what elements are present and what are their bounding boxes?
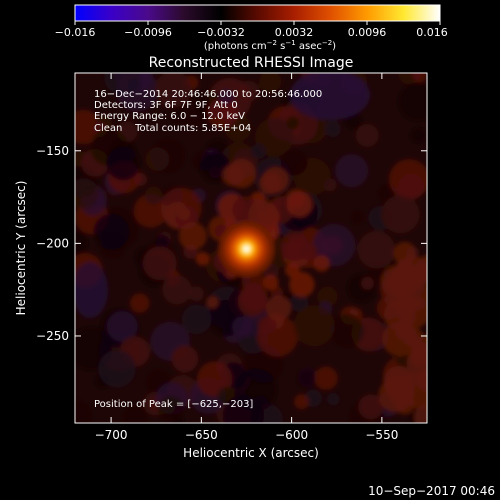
colorbar-unit-label: (photons cm−2 s−1 asec−2) — [204, 39, 336, 52]
x-axis-ticks: −700 −650 −600 −550 — [95, 73, 398, 442]
x-tick-label: −550 — [365, 428, 398, 442]
energy-range-text: Energy Range: 6.0 − 12.0 keV — [94, 111, 245, 122]
x-tick-label: −600 — [275, 428, 308, 442]
colorbar — [74, 4, 441, 22]
time-range-text: 16−Dec−2014 20:46:46.000 to 20:56:46.000 — [94, 89, 322, 100]
x-axis-label: Heliocentric X (arcsec) — [183, 446, 319, 460]
colorbar-tick-label: −0.016 — [55, 26, 96, 39]
y-axis-ticks: −150 −200 −250 — [36, 144, 427, 343]
footer-timestamp: 10−Sep−2017 00:46 — [368, 484, 495, 498]
colorbar-tick-label: 0.0096 — [348, 26, 387, 39]
info-annotations: 16−Dec−2014 20:46:46.000 to 20:56:46.000… — [94, 89, 322, 134]
x-tick-label: −700 — [95, 428, 128, 442]
colorbar-tick-label: 0.016 — [416, 26, 448, 39]
clean-counts-text: Clean Total counts: 5.85E+04 — [94, 123, 251, 134]
detectors-text: Detectors: 3F 6F 7F 9F, Att 0 — [94, 100, 238, 111]
peak-position-text: Position of Peak = [−625,−203] — [94, 399, 253, 410]
heatmap-image — [75, 73, 427, 423]
plot-frame — [74, 72, 428, 424]
colorbar-tick-label: −0.0032 — [197, 26, 245, 39]
chart-title: Reconstructed RHESSI Image — [149, 55, 354, 71]
y-axis-label: Heliocentric Y (arcsec) — [14, 181, 28, 316]
peak-source — [243, 245, 250, 252]
colorbar-tick-label: 0.0032 — [275, 26, 314, 39]
y-tick-label: −150 — [36, 144, 69, 158]
y-tick-label: −200 — [36, 236, 69, 250]
colorbar-ticks — [74, 21, 441, 25]
x-tick-label: −650 — [185, 428, 218, 442]
colorbar-tick-label: −0.0096 — [124, 26, 172, 39]
y-tick-label: −250 — [36, 329, 69, 343]
